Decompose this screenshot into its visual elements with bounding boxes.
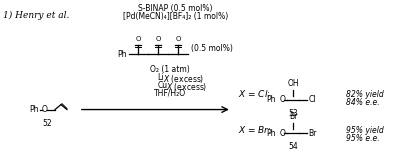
Text: Ph: Ph: [117, 50, 126, 59]
Text: 82% yield: 82% yield: [346, 90, 384, 99]
Text: 95% e.e.: 95% e.e.: [346, 134, 380, 143]
Text: O: O: [156, 36, 161, 42]
Text: OH: OH: [288, 79, 299, 88]
Text: [Pd(MeCN)₄][BF₄]₂ (1 mol%): [Pd(MeCN)₄][BF₄]₂ (1 mol%): [122, 12, 228, 21]
Text: THF/H₂O: THF/H₂O: [154, 89, 186, 98]
Text: O₂ (1 atm): O₂ (1 atm): [150, 65, 190, 74]
Text: O: O: [280, 129, 285, 138]
Text: 54: 54: [288, 142, 298, 151]
Text: Cu: Cu: [157, 81, 168, 90]
Text: Br: Br: [289, 112, 298, 121]
Text: $\it{X}$ (excess): $\it{X}$ (excess): [166, 81, 208, 93]
Text: Ph: Ph: [266, 129, 276, 138]
Text: Ph: Ph: [29, 105, 39, 114]
Text: $\it{X}$ (excess): $\it{X}$ (excess): [163, 73, 204, 85]
Text: O: O: [280, 95, 285, 104]
Text: 52: 52: [42, 119, 52, 128]
Text: 84% e.e.: 84% e.e.: [346, 98, 380, 107]
Text: S-BINAP (0.5 mol%): S-BINAP (0.5 mol%): [138, 4, 212, 13]
Text: $\it{X}$ = $\it{Cl}$:: $\it{X}$ = $\it{Cl}$:: [238, 88, 270, 99]
Text: O: O: [136, 36, 141, 42]
Text: 53: 53: [288, 109, 298, 118]
Text: O: O: [42, 105, 48, 114]
Text: Ph: Ph: [266, 95, 276, 104]
Text: O: O: [176, 36, 181, 42]
Text: Li: Li: [157, 73, 164, 82]
Text: Br: Br: [308, 129, 317, 138]
Text: Cl: Cl: [308, 95, 316, 104]
Text: $\it{X}$ = $\it{Br}$:: $\it{X}$ = $\it{Br}$:: [238, 124, 271, 135]
Text: 95% yield: 95% yield: [346, 126, 384, 135]
Text: (0.5 mol%): (0.5 mol%): [191, 44, 233, 53]
Text: 1) Henry et al.: 1) Henry et al.: [3, 11, 70, 20]
